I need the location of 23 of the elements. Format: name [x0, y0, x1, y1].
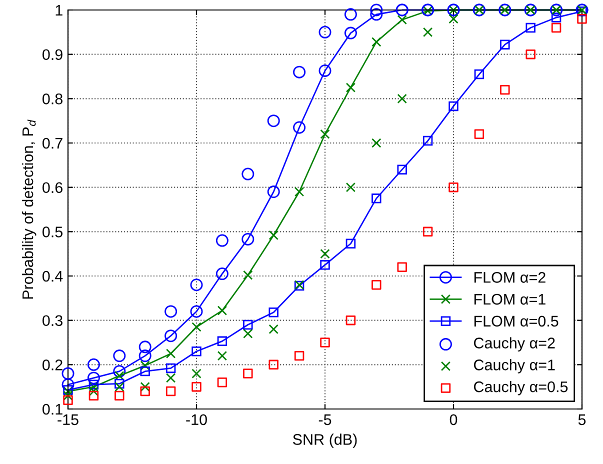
legend-label: FLOM α=2 [474, 272, 546, 283]
y-tick-label: 0.4 [42, 270, 63, 282]
y-axis-title: Probability of detection, P$_{d}$ [22, 120, 36, 299]
x-tick-label: -10 [186, 414, 207, 426]
legend-label: Cauchy α=2 [474, 337, 555, 352]
y-tick-label: 0.6 [42, 182, 62, 194]
y-tick-label: 0.7 [42, 138, 62, 149]
x-tick-label: 0 [450, 414, 458, 426]
x-tick-label: 5 [578, 414, 586, 426]
y-tick-label: 0.2 [42, 360, 62, 370]
legend-label: Cauchy α=1 [474, 359, 555, 374]
legend-label: FLOM α=0.5 [474, 316, 558, 327]
legend-label: FLOM α=1 [474, 294, 546, 305]
y-tick-label: 0.5 [42, 226, 62, 238]
x-axis-title: SNR (dB) [293, 434, 357, 448]
x-tick-label: -15 [58, 414, 78, 426]
y-tick-label: 0.1 [42, 404, 62, 415]
legend-label: Cauchy α=0.5 [474, 381, 568, 396]
y-tick-label: 0.9 [42, 49, 62, 60]
x-tick-label: -5 [318, 414, 332, 426]
y-tick-label: 0.8 [42, 94, 62, 104]
y-tick-label: 0.3 [42, 315, 62, 326]
y-tick-label: 1 [56, 5, 62, 16]
